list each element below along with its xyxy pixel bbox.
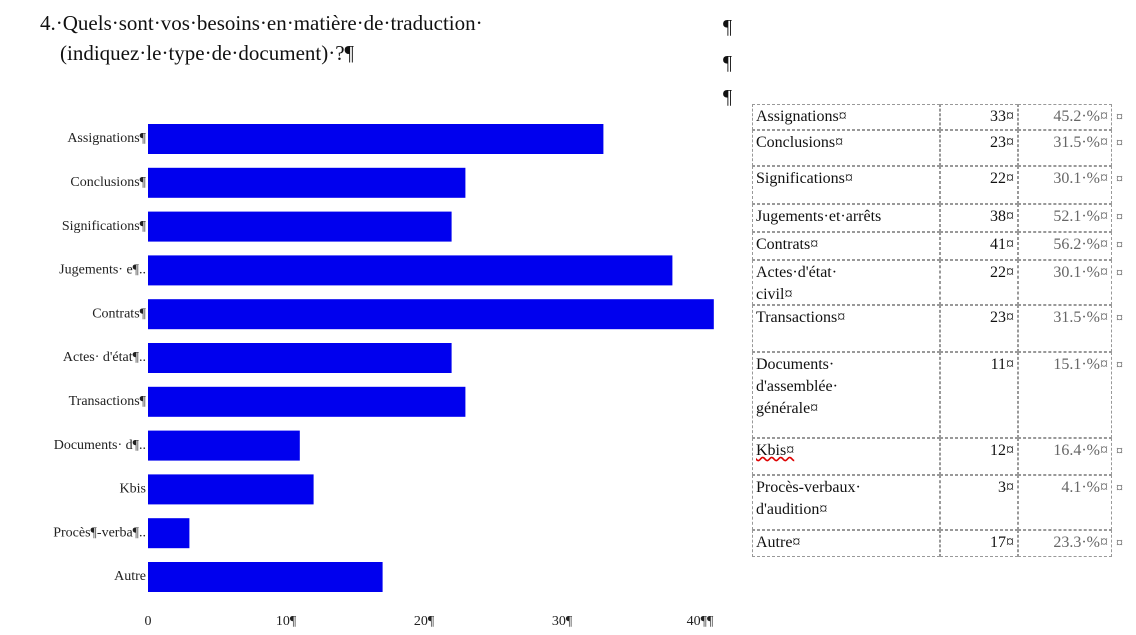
table-cell: 31.5·%¤ [1018, 305, 1112, 352]
row-end-mark: ¤ [1116, 266, 1123, 281]
paragraph-mark: ¶ [723, 52, 733, 74]
chart: 0 10¶ 20¶ 30¶ 40¶¶ Assignations¶ Conclusions¶ S… [53, 124, 714, 629]
table-cell: Autre¤ [752, 530, 940, 557]
cell-line: Documents· [756, 356, 835, 373]
cell-line: Contrats¤ [756, 236, 819, 253]
x-tick-label: 10¶ [276, 614, 297, 629]
y-tick-label: Jugements· e¶.. [59, 263, 146, 278]
bar [148, 430, 300, 461]
bar [148, 167, 466, 198]
table-cell: 23¤ [940, 130, 1018, 166]
table-cell: 11¤ [940, 352, 1018, 438]
table-cell: Contrats¤ [752, 232, 940, 260]
bar [148, 255, 673, 286]
y-tick-label: Procès¶-verba¶.. [53, 525, 146, 540]
table-cell: 31.5·%¤ [1018, 130, 1112, 166]
table-cell: 30.1·%¤ [1018, 260, 1112, 305]
bar [148, 562, 383, 592]
cell-line: Kbis¤ [756, 442, 795, 459]
table-cell: 56.2·%¤ [1018, 232, 1112, 260]
row-end-mark: ¤ [1116, 136, 1123, 151]
row-end-mark: ¤ [1116, 110, 1123, 125]
table-cell: 52.1·%¤ [1018, 204, 1112, 232]
table-cell: 23¤ [940, 305, 1018, 352]
table-cell: Conclusions¤ [752, 130, 940, 166]
y-tick-label: Kbis [120, 482, 146, 497]
cell-line: Procès-verbaux· [756, 479, 861, 496]
bar [148, 518, 190, 549]
bar [148, 343, 452, 373]
bar [148, 299, 714, 330]
y-tick-label: Documents· d¶.. [54, 438, 146, 453]
table-cell: 23.3·%¤ [1018, 530, 1112, 557]
row-end-mark: ¤ [1116, 358, 1123, 373]
row-end-mark: ¤ [1116, 238, 1123, 253]
paragraph-mark: ¶ [723, 16, 733, 38]
y-tick-label: Assignations¶ [67, 131, 146, 146]
row-end-mark: ¤ [1116, 481, 1123, 496]
x-tick-label: 30¶ [552, 614, 573, 629]
table-cell: Jugements·et·arrêts [752, 204, 940, 232]
table-cell: Procès-verbaux· d'audition¤ [752, 475, 940, 530]
cell-line: Autre¤ [756, 534, 801, 551]
table-cell: 30.1·%¤ [1018, 166, 1112, 204]
paragraph-mark: ¶ [723, 86, 733, 108]
table-cell: 4.1·%¤ [1018, 475, 1112, 530]
table-cell: 33¤ [940, 104, 1018, 130]
table-cell: 41¤ [940, 232, 1018, 260]
table-cell: 22¤ [940, 260, 1018, 305]
table-cell: Transactions¤ [752, 305, 940, 352]
heading-line: 4.·Quels·sont·vos·besoins·en·matière·de·… [40, 11, 483, 35]
cell-line: d'assemblée· [756, 378, 838, 395]
table-cell: 3¤ [940, 475, 1018, 530]
row-end-mark: ¤ [1116, 311, 1123, 326]
heading: 4.·Quels·sont·vos·besoins·en·matière·de·… [40, 8, 483, 68]
cell-line: Transactions¤ [756, 309, 846, 326]
row-end-mark: ¤ [1116, 444, 1123, 459]
heading-line: (indiquez·le·type·de·document)·?¶ [60, 41, 355, 65]
cell-line: générale¤ [756, 400, 819, 417]
cell-line: Assignations¤ [756, 108, 847, 125]
y-tick-label: Contrats¶ [92, 306, 146, 321]
bar [148, 211, 452, 242]
cell-line: d'audition¤ [756, 501, 828, 518]
table-cell: Documents· d'assemblée· générale¤ [752, 352, 940, 438]
table-cell: 38¤ [940, 204, 1018, 232]
table-cell: 45.2·%¤ [1018, 104, 1112, 130]
x-tick-label: 20¶ [414, 614, 435, 629]
table-cell: 16.4·%¤ [1018, 438, 1112, 475]
cell-line: Conclusions¤ [756, 134, 844, 151]
bar [148, 124, 604, 154]
x-tick-label: 0 [145, 614, 152, 629]
table-cell: Kbis¤ [752, 438, 940, 475]
table-cell: Significations¤ [752, 166, 940, 204]
row-end-mark: ¤ [1116, 536, 1123, 551]
bar [148, 386, 466, 417]
bar [148, 474, 314, 505]
table-cell: 17¤ [940, 530, 1018, 557]
table-cell: 15.1·%¤ [1018, 352, 1112, 438]
cell-line: Actes·d'état· [756, 264, 838, 281]
x-tick-label: 40¶¶ [687, 614, 714, 629]
table-cell: 12¤ [940, 438, 1018, 475]
y-tick-label: Transactions¶ [69, 394, 147, 409]
table-cell: Actes·d'état· civil¤ [752, 260, 940, 305]
table-cell: 22¤ [940, 166, 1018, 204]
row-end-mark: ¤ [1116, 210, 1123, 225]
table-cell: Assignations¤ [752, 104, 940, 130]
cell-line: Jugements·et·arrêts [756, 208, 882, 225]
y-tick-label: Conclusions¶ [70, 175, 146, 190]
y-tick-label: Significations¶ [62, 219, 147, 234]
cell-line: Significations¤ [756, 170, 853, 187]
row-end-mark: ¤ [1116, 172, 1123, 187]
cell-line: civil¤ [756, 286, 793, 303]
y-tick-label: Actes· d'état¶.. [63, 350, 146, 365]
y-tick-label: Autre [114, 569, 146, 584]
